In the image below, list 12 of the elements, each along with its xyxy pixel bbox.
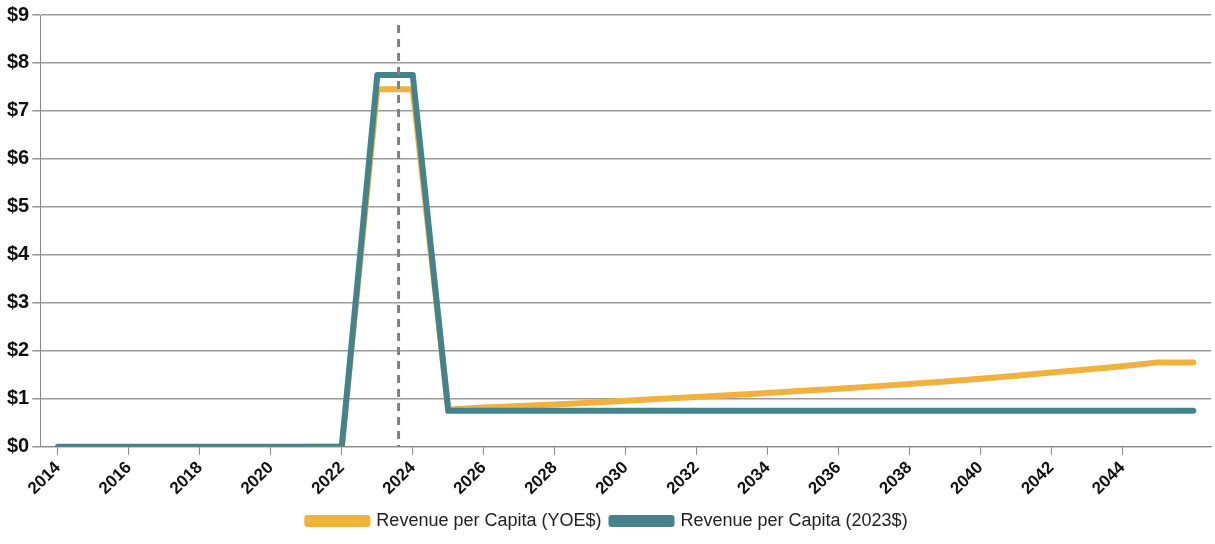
legend-label: Revenue per Capita (YOE$) (376, 509, 602, 530)
y-tick-label: $2 (7, 338, 30, 361)
y-tick-label: $1 (7, 386, 30, 409)
y-tick-label: $8 (7, 50, 30, 73)
y-tick-label: $7 (7, 98, 30, 121)
y-tick-label: $4 (7, 242, 31, 265)
y-tick-label: $3 (7, 290, 30, 313)
y-tick-label: $0 (7, 434, 30, 457)
y-tick-label: $5 (7, 194, 30, 217)
y-tick-label: $6 (7, 146, 30, 169)
legend-label: Revenue per Capita (2023$) (680, 509, 908, 530)
y-tick-label: $9 (7, 2, 30, 25)
